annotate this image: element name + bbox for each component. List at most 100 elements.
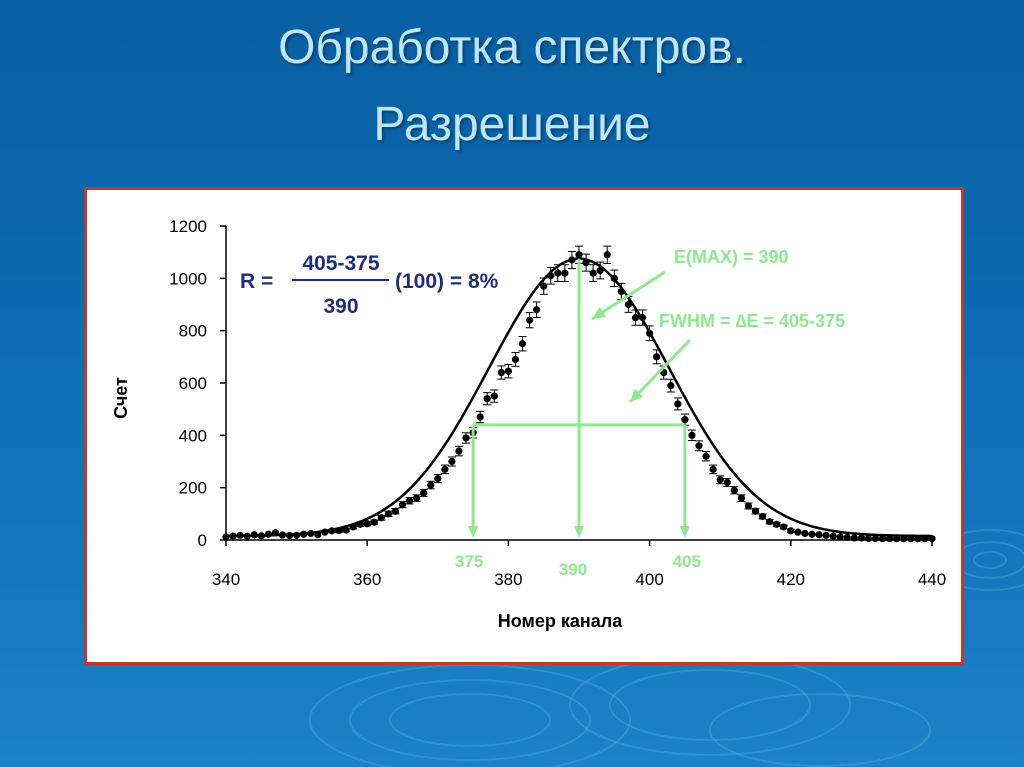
- data-point: [836, 533, 844, 541]
- slide-title-line-1: Обработка спектров.: [278, 21, 746, 74]
- data-point: [497, 368, 505, 377]
- data-point: [688, 431, 696, 439]
- data-point: [504, 367, 512, 375]
- marker-label-405: 405: [673, 552, 701, 571]
- data-point: [730, 486, 738, 494]
- y-tick-label: 800: [179, 322, 207, 341]
- data-point: [773, 520, 781, 528]
- data-point: [257, 532, 265, 540]
- data-point: [476, 413, 484, 421]
- emax-label: E(MAX) = 390: [674, 247, 789, 267]
- data-point: [681, 416, 689, 424]
- data-point: [370, 518, 378, 526]
- data-point: [420, 489, 428, 497]
- data-point: [815, 531, 823, 539]
- data-point: [483, 395, 491, 403]
- data-point: [236, 531, 244, 539]
- data-point: [843, 533, 851, 541]
- data-point: [893, 535, 901, 543]
- data-point: [349, 523, 357, 531]
- y-axis-label: Счет: [111, 377, 131, 419]
- data-point: [758, 512, 767, 521]
- data-point: [328, 527, 336, 535]
- data-points-group: [222, 245, 936, 543]
- data-point: [596, 266, 604, 275]
- data-point: [780, 523, 788, 531]
- x-axis-label: Номер канала: [498, 611, 623, 631]
- data-point: [744, 502, 753, 510]
- data-point: [638, 313, 647, 322]
- data-point: [229, 532, 237, 540]
- chart-frame: 340 360 380 400 420 440 0 200 400 600 800 1000 1200 …: [84, 187, 964, 665]
- data-point: [801, 529, 809, 538]
- data-point: [561, 269, 569, 277]
- data-point: [723, 478, 731, 487]
- data-point: [547, 272, 555, 280]
- data-point: [871, 534, 880, 543]
- data-point: [822, 531, 830, 539]
- data-point: [751, 507, 760, 515]
- y-tick-label: 200: [179, 479, 207, 498]
- data-point: [575, 251, 583, 259]
- formula-rhs: (100) = 8%: [395, 270, 499, 293]
- data-point: [646, 329, 654, 337]
- data-point: [667, 382, 675, 390]
- y-tick-label: 0: [198, 531, 207, 550]
- data-point: [405, 497, 414, 505]
- data-point: [921, 535, 929, 543]
- data-point: [398, 501, 407, 509]
- data-point: [787, 527, 795, 535]
- data-point: [285, 531, 294, 540]
- y-tick-label: 1200: [169, 217, 207, 236]
- data-point: [363, 520, 371, 528]
- data-point: [518, 340, 527, 348]
- data-point: [448, 457, 456, 466]
- data-point: [278, 531, 287, 539]
- data-point: [582, 259, 590, 267]
- data-point: [603, 251, 611, 259]
- data-point: [857, 534, 866, 542]
- marker-arrowhead: [574, 526, 584, 538]
- data-point: [335, 526, 343, 535]
- data-point: [384, 510, 392, 518]
- data-point: [850, 534, 858, 542]
- data-point: [737, 494, 745, 502]
- slide-title-line-2: Разрешение: [373, 98, 651, 151]
- y-tick-label: 600: [179, 374, 207, 393]
- data-point: [808, 530, 816, 538]
- data-point: [356, 520, 364, 528]
- marker-label-375: 375: [455, 552, 483, 571]
- x-tick-label: 340: [212, 570, 240, 589]
- fwhm-arrow-head: [630, 388, 644, 402]
- data-point: [886, 535, 894, 543]
- data-point: [702, 452, 710, 460]
- data-point: [829, 532, 837, 540]
- x-tick-label: 360: [353, 570, 381, 589]
- data-point: [525, 316, 534, 324]
- data-point: [610, 274, 618, 282]
- x-tick-label: 420: [777, 570, 805, 589]
- data-point: [766, 518, 774, 526]
- fwhm-label: FWHM = ∆E = 405-375: [659, 311, 845, 331]
- data-point: [222, 533, 230, 541]
- data-point: [243, 532, 251, 540]
- data-point: [589, 269, 597, 277]
- formula-denominator: 390: [323, 295, 358, 318]
- marker-arrowhead: [468, 526, 479, 538]
- data-point: [462, 434, 470, 442]
- data-point: [455, 447, 463, 455]
- emax-arrow: [591, 270, 666, 321]
- data-point: [709, 465, 717, 473]
- data-point: [554, 269, 562, 277]
- data-point: [864, 534, 873, 543]
- data-point: [907, 535, 915, 543]
- x-tick-label: 400: [635, 570, 663, 589]
- data-point: [342, 526, 350, 534]
- data-point: [434, 474, 442, 483]
- axes: 340 360 380 400 420 440 0 200 400 600 800 1000 1200: [169, 217, 946, 589]
- data-point: [511, 355, 520, 364]
- data-point: [624, 300, 633, 309]
- fwhm-arrow: [628, 338, 692, 404]
- marker-arrowhead: [679, 526, 690, 538]
- data-point: [321, 528, 329, 536]
